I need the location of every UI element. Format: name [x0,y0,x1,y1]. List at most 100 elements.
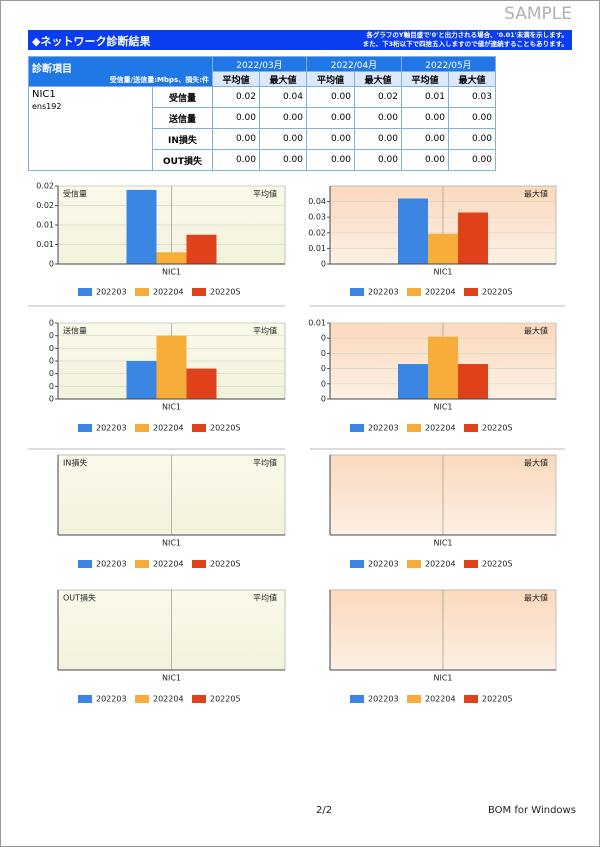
sub-header: 最大値 [448,71,496,87]
cell-value: 0.00 [448,149,496,171]
bar [428,336,458,399]
sample-mark: SAMPLE [504,4,572,24]
chart-stat: 最大値 [524,326,548,336]
legend-label: 202203 [368,695,399,704]
y-tick-label: 0.01 [36,221,54,230]
legend-label: 202204 [425,288,456,297]
legend-label: 202204 [425,695,456,704]
y-tick-label: 0 [49,319,54,328]
bar [126,361,157,399]
legend-label: 202205 [482,560,513,569]
x-tick-label: NIC1 [162,539,181,548]
legend-swatch [78,424,92,432]
legend-swatch [78,288,92,296]
sub-header: 最大値 [259,71,307,87]
note: 各グラフのY軸目盛で'0'と出力される場合、'0.01'未満を示します。 [366,31,568,39]
sub-header: 平均値 [306,71,355,87]
legend-swatch [464,424,478,432]
chart-stat: 平均値 [253,326,277,336]
y-tick-label: 0.02 [36,182,54,191]
legend-label: 202205 [482,424,513,433]
header-title: ◆ネットワーク診断結果 [32,35,151,48]
legend-label: 202205 [210,424,241,433]
row-label: OUT損失 [152,149,213,171]
chart-stat: 平均値 [253,458,277,468]
legend-label: 202205 [210,288,241,297]
x-tick-label: NIC1 [433,539,452,548]
month-header: 2022/05月 [401,56,496,72]
y-tick-label: 0.01 [36,240,54,249]
legend-label: 202203 [96,424,127,433]
legend-label: 202204 [425,424,456,433]
legend-label: 202203 [96,695,127,704]
y-tick-label: 0.01 [308,319,326,328]
y-tick-label: 0 [49,369,54,378]
legend-label: 202203 [96,288,127,297]
y-tick-label: 0.02 [36,201,54,210]
legend-swatch [464,560,478,568]
x-tick-label: NIC1 [433,403,452,412]
y-tick-label: 0 [321,395,326,404]
bar [186,234,217,264]
legend-swatch [135,560,149,568]
chart-title: OUT損失 [63,593,96,603]
table-row: NIC1 ens192 受信量 0.02 0.04 0.00 0.02 0.01 0.03 [28,86,496,171]
legend-label: 202205 [210,695,241,704]
y-tick-label: 0 [321,260,326,269]
y-tick-label: 0 [49,331,54,340]
header-bar: ◆ネットワーク診断結果 各グラフのY軸目盛で'0'と出力される場合、'0.01'… [28,30,572,50]
legend-label: 202203 [368,424,399,433]
y-tick-label: 0 [49,382,54,391]
y-tick-label: 0.04 [308,197,326,206]
legend-label: 202204 [153,695,184,704]
chart-stat: 平均値 [253,189,277,199]
chart-stat: 最大値 [524,189,548,199]
unit-note: 受信量/送信量:Mbps、損失:件 [109,76,209,84]
bar [156,335,187,399]
cell-value: 0.00 [306,149,355,171]
y-tick-label: 0 [49,260,54,269]
legend-label: 202204 [425,560,456,569]
summary-table: 診断項目 受信量/送信量:Mbps、損失:件 2022/03月 2022/04月… [28,56,496,171]
y-tick-label: 0.03 [308,213,326,222]
item-header: 診断項目 [32,64,72,75]
legend-swatch [192,560,206,568]
legend-label: 202204 [153,424,184,433]
bar [458,364,488,399]
x-tick-label: NIC1 [433,268,452,277]
bar [398,364,428,399]
y-tick-label: 0.01 [308,244,326,253]
legend-swatch [407,695,421,703]
chart-title: IN損失 [63,458,87,468]
legend-swatch [78,695,92,703]
page-number: 2/2 [316,805,333,816]
y-tick-label: 0 [321,379,326,388]
bar [126,189,157,264]
chart-title: 送信量 [63,326,87,336]
sub-header: 平均値 [401,71,449,87]
legend-label: 202205 [482,695,513,704]
table-row: OUT損失 0.00 0.00 0.00 0.00 0.00 0.00 [29,149,496,171]
host-name: ens192 [32,102,62,111]
bar [458,212,488,264]
legend-swatch [350,424,364,432]
legend-swatch [192,424,206,432]
legend-swatch [464,288,478,296]
legend-swatch [135,288,149,296]
y-tick-label: 0.02 [308,228,326,237]
legend-swatch [350,695,364,703]
y-tick-label: 0 [321,334,326,343]
legend-swatch [464,695,478,703]
legend-label: 202203 [96,560,127,569]
legend-label: 202204 [153,288,184,297]
legend-label: 202203 [368,560,399,569]
x-tick-label: NIC1 [162,403,181,412]
header-notes: 各グラフのY軸目盛で'0'と出力される場合、'0.01'未満を示します。 また、… [363,31,568,49]
bar [186,368,217,399]
note: また、下3桁以下で四捨五入しますので値が連続することもあります。 [362,40,568,48]
legend-swatch [192,695,206,703]
bar [398,198,428,264]
bar [428,233,458,264]
legend-swatch [135,695,149,703]
